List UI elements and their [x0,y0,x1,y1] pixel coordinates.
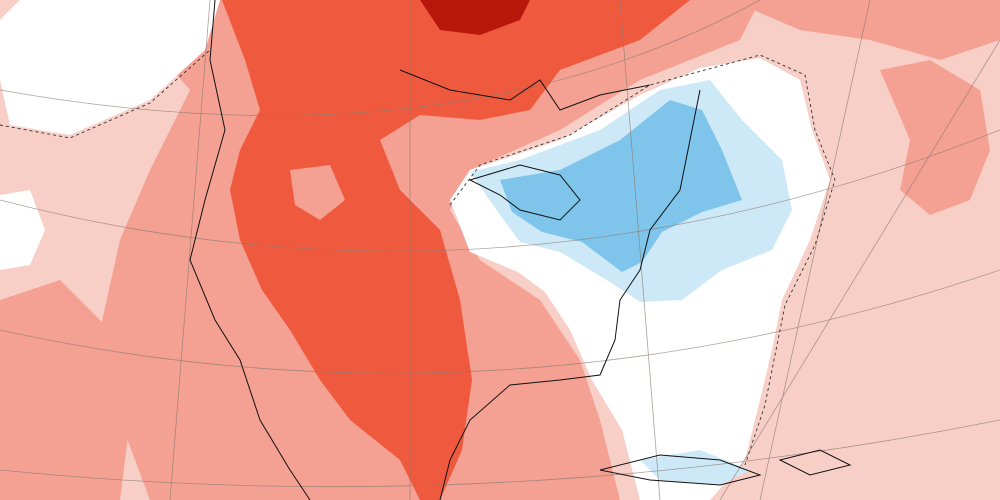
neutral-region [0,190,45,270]
meridian [169,0,211,500]
medium-warm-patch [290,165,345,220]
parallel [0,0,761,116]
contour [0,49,211,139]
medium-warm-region [730,0,1000,60]
coastlines [189,0,852,500]
meridian [619,0,661,500]
strong-warm-region [222,0,690,500]
parallel [0,269,1000,374]
medium-cool-region [500,100,742,272]
extreme-warm-region [420,0,530,35]
parallel [0,129,1000,252]
south-east-coast [439,89,701,500]
medium-warm-region [880,60,990,215]
meridian [719,39,1000,500]
west-coast [189,0,311,500]
hispaniola [778,449,852,476]
light-cool-region [640,450,750,485]
parallel [0,419,1000,488]
great-lakes [468,164,581,221]
zero-contour [0,49,836,466]
meridian [759,0,871,500]
hudson-bay [399,69,651,111]
neutral-region [0,0,220,135]
medium-warm-region [0,280,130,500]
cuba [599,454,762,486]
